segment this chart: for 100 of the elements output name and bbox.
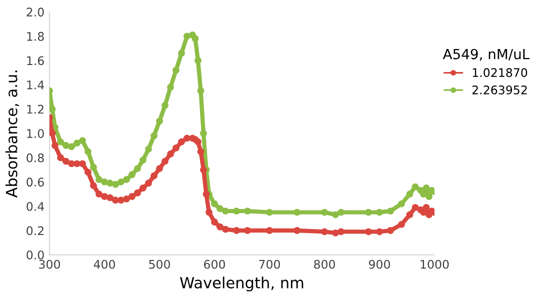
- point: [406, 211, 414, 218]
- y-tick-label: 0.4: [26, 202, 44, 211]
- point: [194, 57, 202, 64]
- point: [62, 158, 70, 165]
- y-tick-label: 1.2: [27, 104, 44, 114]
- point: [96, 176, 102, 183]
- point: [145, 146, 152, 153]
- point: [222, 226, 229, 233]
- point: [74, 160, 80, 168]
- point: [200, 166, 207, 174]
- x-tick-label: 800: [314, 260, 335, 269]
- point: [294, 208, 300, 216]
- point: [162, 102, 168, 109]
- point: [184, 134, 190, 142]
- point: [74, 140, 80, 147]
- point: [123, 176, 130, 183]
- point: [172, 144, 180, 152]
- point: [376, 228, 383, 236]
- point: [52, 142, 58, 149]
- point: [118, 178, 124, 186]
- point: [206, 208, 212, 216]
- point: [216, 223, 224, 230]
- point: [134, 189, 141, 196]
- point: [321, 228, 328, 236]
- point: [57, 138, 64, 146]
- point: [365, 228, 372, 236]
- point: [233, 208, 240, 215]
- y-axis-title: Absorbance, a.u.: [6, 70, 19, 198]
- point: [233, 227, 240, 234]
- point: [406, 190, 414, 198]
- point: [167, 84, 174, 91]
- point: [112, 196, 119, 204]
- x-tick-label: 500: [149, 260, 170, 269]
- point: [90, 182, 97, 190]
- point: [84, 148, 92, 156]
- point: [398, 220, 405, 228]
- legend-label: 1.021870: [472, 68, 528, 78]
- point: [216, 205, 224, 212]
- point: [200, 130, 207, 137]
- point: [266, 208, 273, 216]
- point: [134, 165, 141, 172]
- point: [50, 106, 56, 113]
- point: [90, 164, 97, 171]
- point: [412, 204, 419, 211]
- point: [150, 132, 158, 140]
- point: [244, 227, 251, 234]
- point: [365, 208, 372, 216]
- point: [84, 168, 92, 176]
- y-tick-label: 0.0: [26, 250, 44, 260]
- point: [266, 227, 273, 234]
- point: [101, 178, 108, 186]
- point: [101, 193, 108, 200]
- point: [106, 180, 114, 187]
- point: [150, 172, 158, 180]
- point: [178, 138, 185, 146]
- point: [68, 143, 75, 150]
- point: [211, 200, 218, 208]
- point: [123, 195, 130, 202]
- x-tick-label: 600: [204, 260, 225, 269]
- point: [62, 142, 70, 149]
- point: [412, 183, 419, 190]
- y-tick-label: 2.0: [26, 8, 44, 17]
- point: [178, 50, 185, 57]
- point: [194, 138, 202, 146]
- point: [162, 158, 168, 165]
- x-tick-label: 1000: [420, 260, 449, 269]
- point: [332, 229, 339, 236]
- point: [376, 208, 383, 216]
- point: [96, 190, 102, 198]
- y-tick-label: 1.8: [27, 32, 44, 41]
- point: [50, 130, 56, 137]
- point: [140, 184, 146, 192]
- point: [294, 227, 300, 234]
- x-tick-label: 700: [259, 260, 280, 269]
- legend-title: A549, nM/uL: [442, 48, 530, 61]
- point: [184, 32, 190, 40]
- x-tick-label: 400: [94, 260, 115, 269]
- point: [332, 211, 339, 218]
- point: [338, 208, 344, 216]
- point: [172, 66, 180, 74]
- x-axis-title: Wavelength, nm: [180, 276, 304, 292]
- point: [79, 160, 86, 168]
- point: [398, 200, 405, 208]
- y-tick-label: 0.8: [26, 153, 44, 162]
- point: [321, 208, 328, 216]
- point: [387, 208, 394, 215]
- point: [106, 194, 114, 202]
- x-tick-label: 900: [368, 260, 390, 269]
- point: [387, 227, 394, 234]
- point: [112, 180, 119, 188]
- point: [197, 148, 204, 156]
- y-tick-label: 1.0: [27, 129, 44, 138]
- point: [140, 156, 146, 164]
- point: [118, 196, 124, 204]
- y-tick-label: 1.4: [27, 80, 44, 90]
- point: [57, 154, 64, 162]
- point: [338, 228, 344, 236]
- point: [128, 171, 136, 178]
- y-tick-label: 0.2: [26, 226, 44, 236]
- point: [202, 190, 210, 198]
